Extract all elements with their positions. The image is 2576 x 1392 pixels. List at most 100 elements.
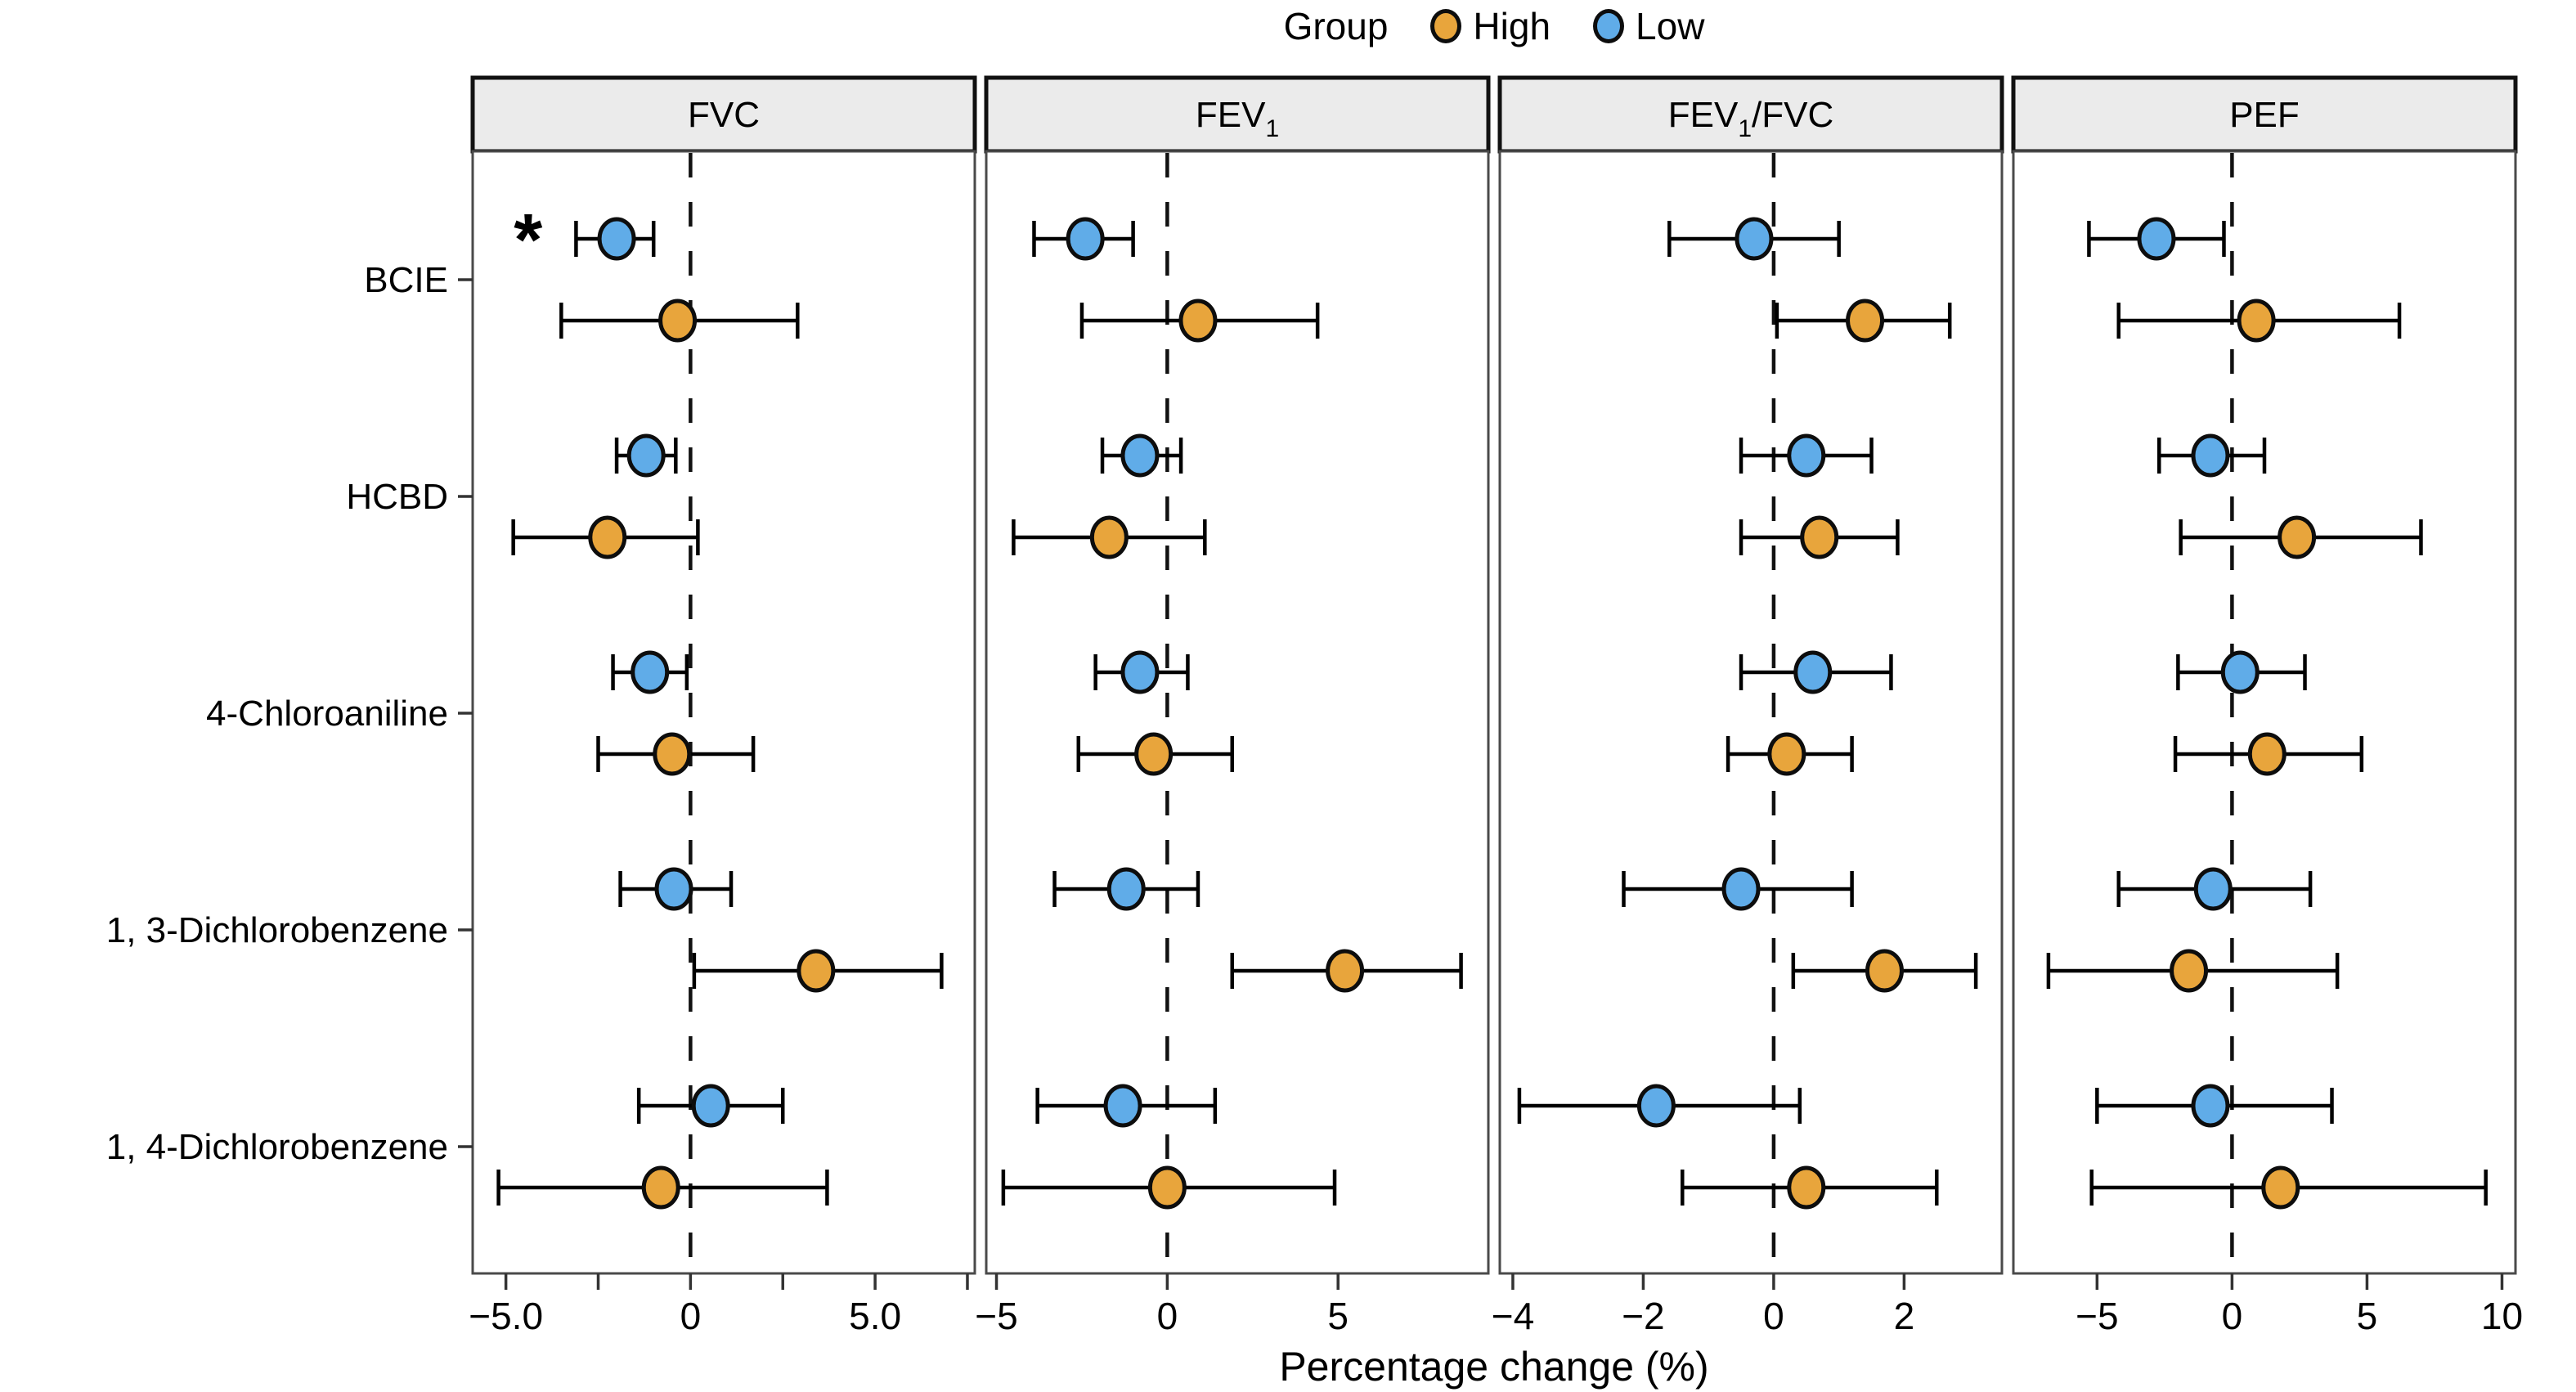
y-category-label: HCBD	[346, 477, 448, 517]
point-marker	[2193, 867, 2233, 911]
point-marker	[1721, 867, 1761, 911]
point-marker	[1636, 1084, 1676, 1128]
estimate-4-Chloroaniline-high	[2173, 732, 2364, 776]
point-marker	[658, 299, 698, 343]
point-marker	[691, 1084, 730, 1128]
point-marker	[1147, 1165, 1187, 1210]
legend-title: Group	[1283, 5, 1389, 47]
estimate-4-Chloroaniline-high	[596, 732, 756, 776]
y-category-label: BCIE	[364, 260, 448, 300]
estimate-HCBD-low	[1739, 433, 1874, 478]
panel-title: PEF	[2229, 95, 2300, 135]
estimate-1, 4-Dichlorobenzene-low	[636, 1084, 785, 1128]
legend-item-low: Low	[1593, 4, 1704, 48]
point-marker	[797, 949, 836, 993]
point-marker	[2261, 1165, 2300, 1210]
point-marker	[654, 867, 693, 911]
x-tick-label: 0	[2222, 1295, 2243, 1337]
y-category-label: 1, 4-Dichlorobenzene	[106, 1127, 448, 1167]
panel-plot-area	[471, 150, 976, 1275]
x-tick-label: 2	[1894, 1295, 1915, 1337]
estimate-1, 4-Dichlorobenzene-low	[2095, 1084, 2334, 1128]
point-marker	[1846, 299, 1885, 343]
estimate-1, 4-Dichlorobenzene-high	[1681, 1165, 1939, 1210]
point-marker	[631, 650, 670, 694]
estimate-1, 3-Dichlorobenzene-high	[1230, 949, 1463, 993]
estimate-1, 3-Dichlorobenzene-high	[1791, 949, 1978, 993]
estimate-1, 3-Dichlorobenzene-low	[1622, 867, 1854, 911]
point-marker	[2237, 299, 2276, 343]
significance-asterisk: *	[514, 200, 542, 281]
estimate-1, 3-Dichlorobenzene-high	[2046, 949, 2340, 993]
point-marker	[1735, 217, 1774, 261]
legend-label-low: Low	[1636, 5, 1705, 47]
point-marker	[2247, 732, 2287, 776]
estimate-HCBD-low	[614, 433, 678, 478]
estimate-1, 4-Dichlorobenzene-low	[1517, 1084, 1802, 1128]
estimate-BCIE-low	[574, 217, 656, 261]
estimate-4-Chloroaniline-high	[1076, 732, 1234, 776]
panel-title: FEV1	[1196, 95, 1279, 142]
estimate-1, 3-Dichlorobenzene-low	[618, 867, 734, 911]
panel-0: FVC −5.0 0 5.0 BCIE HCBD 4-Chloroaniline 1, 3-D…	[106, 75, 977, 1337]
point-marker	[2170, 949, 2209, 993]
point-marker	[1066, 217, 1105, 261]
legend-marker-low-icon	[1593, 9, 1625, 43]
point-marker	[1326, 949, 1365, 993]
point-marker	[1787, 433, 1826, 478]
x-tick-label: 5.0	[849, 1295, 901, 1337]
point-marker	[597, 217, 636, 261]
point-marker	[626, 433, 666, 478]
x-tick-label: 0	[680, 1295, 702, 1337]
legend-item-high: High	[1430, 4, 1551, 48]
estimate-4-Chloroaniline-low	[1739, 650, 1893, 694]
estimate-1, 4-Dichlorobenzene-high	[496, 1165, 829, 1210]
point-marker	[1793, 650, 1833, 694]
estimate-BCIE-high	[2116, 299, 2402, 343]
estimate-4-Chloroaniline-high	[1726, 732, 1854, 776]
estimate-HCBD-high	[1739, 515, 1900, 559]
point-marker	[1120, 650, 1160, 694]
point-marker	[1089, 515, 1129, 559]
estimate-4-Chloroaniline-low	[1093, 650, 1190, 694]
x-tick-label: 5	[1327, 1295, 1349, 1337]
x-tick-label: 0	[1157, 1295, 1178, 1337]
x-tick-label: 10	[2481, 1295, 2523, 1337]
panel-plot-area	[985, 150, 1490, 1275]
x-tick-label: −4	[1492, 1295, 1534, 1337]
x-tick-label: −5.0	[469, 1295, 543, 1337]
estimate-HCBD-high	[511, 515, 700, 559]
point-marker	[1134, 732, 1174, 776]
legend-marker-high-icon	[1430, 9, 1462, 43]
point-marker	[1865, 949, 1904, 993]
point-marker	[1767, 732, 1806, 776]
estimate-HCBD-low	[2157, 433, 2267, 478]
estimate-BCIE-low	[1667, 217, 1841, 261]
point-marker	[1120, 433, 1160, 478]
x-tick-label: −2	[1622, 1295, 1664, 1337]
legend: Group High Low	[473, 0, 2515, 52]
point-marker	[2278, 515, 2317, 559]
estimate-4-Chloroaniline-low	[611, 650, 689, 694]
point-marker	[2191, 433, 2230, 478]
point-marker	[653, 732, 692, 776]
x-tick-label: 0	[1763, 1295, 1784, 1337]
estimate-HCBD-high	[1012, 515, 1207, 559]
panel-plot-area	[1498, 150, 2004, 1275]
estimate-BCIE-low	[2087, 217, 2226, 261]
point-marker	[2220, 650, 2260, 694]
panel-header	[1497, 75, 2004, 154]
y-category-label: 1, 3-Dichlorobenzene	[106, 910, 448, 950]
estimate-BCIE-high	[1775, 299, 1952, 343]
estimate-1, 3-Dichlorobenzene-high	[692, 949, 944, 993]
point-marker	[2191, 1084, 2230, 1128]
panel-1: FEV1 −5 0 5	[975, 75, 1491, 1337]
estimate-BCIE-low	[1032, 217, 1135, 261]
estimate-BCIE-high	[559, 299, 800, 343]
point-marker	[1103, 1084, 1142, 1128]
estimate-1, 3-Dichlorobenzene-low	[1052, 867, 1200, 911]
legend-label-high: High	[1473, 5, 1551, 47]
estimate-1, 4-Dichlorobenzene-low	[1035, 1084, 1218, 1128]
point-marker	[588, 515, 627, 559]
